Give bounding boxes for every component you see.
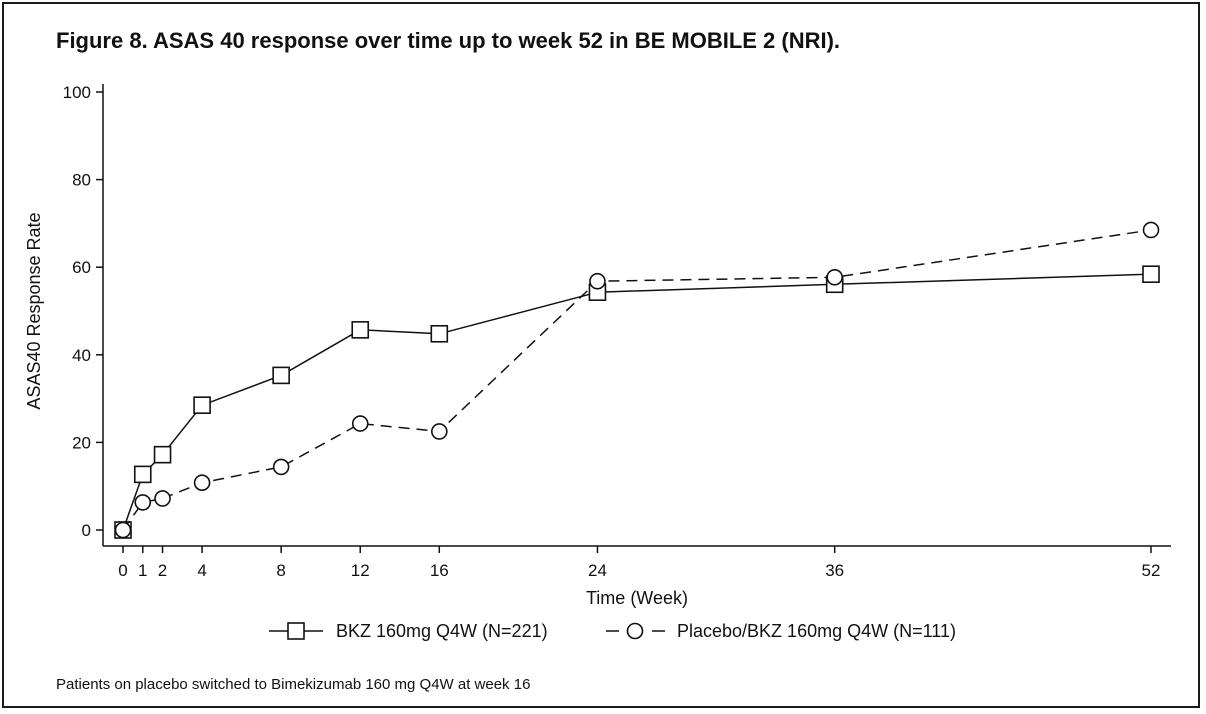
data-point <box>114 521 132 539</box>
y-tick-label: 100 <box>63 83 91 102</box>
data-point <box>134 494 152 511</box>
series-line <box>122 273 1152 531</box>
figure-footnote: Patients on placebo switched to Bimekizu… <box>56 676 531 693</box>
series-2 <box>114 221 1160 539</box>
y-tick-label: 20 <box>72 433 91 452</box>
data-point <box>272 366 290 385</box>
x-tick-label: 1 <box>138 561 147 580</box>
x-axis-label: Time (Week) <box>586 588 688 608</box>
chart-series <box>114 221 1160 539</box>
x-tick-label: 4 <box>197 561 206 580</box>
data-point <box>154 490 171 507</box>
data-point <box>272 458 290 476</box>
data-point <box>430 324 449 343</box>
data-point <box>133 465 152 484</box>
data-point <box>351 321 370 339</box>
data-point <box>193 474 211 491</box>
x-tick-label: 52 <box>1142 561 1161 580</box>
legend-marker <box>626 622 644 640</box>
data-point <box>589 272 606 290</box>
legend-label: BKZ 160mg Q4W (N=221) <box>336 621 548 641</box>
data-point <box>1142 265 1160 284</box>
x-tick-label: 24 <box>588 561 607 580</box>
x-tick-label: 0 <box>118 561 127 580</box>
x-tick-label: 16 <box>430 561 449 580</box>
data-point <box>153 445 172 464</box>
data-point <box>826 268 843 286</box>
x-tick-label: 12 <box>351 561 370 580</box>
legend-label: Placebo/BKZ 160mg Q4W (N=111) <box>677 621 956 641</box>
data-point <box>1142 221 1160 239</box>
chart-legend: BKZ 160mg Q4W (N=221) Placebo/BKZ 160mg Q… <box>269 621 956 641</box>
y-axis-label: ASAS40 Response Rate <box>24 212 44 409</box>
data-point <box>351 415 369 432</box>
y-tick-label: 80 <box>72 171 91 190</box>
figure-title: Figure 8. ASAS 40 response over time up … <box>56 28 841 53</box>
x-tick-label: 8 <box>276 561 285 580</box>
x-tick-label: 2 <box>158 561 167 580</box>
y-tick-label: 0 <box>82 521 91 540</box>
x-tick-label: 36 <box>825 561 844 580</box>
series-line <box>122 229 1152 531</box>
y-tick-label: 40 <box>72 346 91 365</box>
y-tick-label: 60 <box>72 258 91 277</box>
series-1 <box>114 265 1160 539</box>
legend-marker <box>287 622 305 640</box>
data-point <box>431 423 448 440</box>
data-point <box>193 396 211 414</box>
